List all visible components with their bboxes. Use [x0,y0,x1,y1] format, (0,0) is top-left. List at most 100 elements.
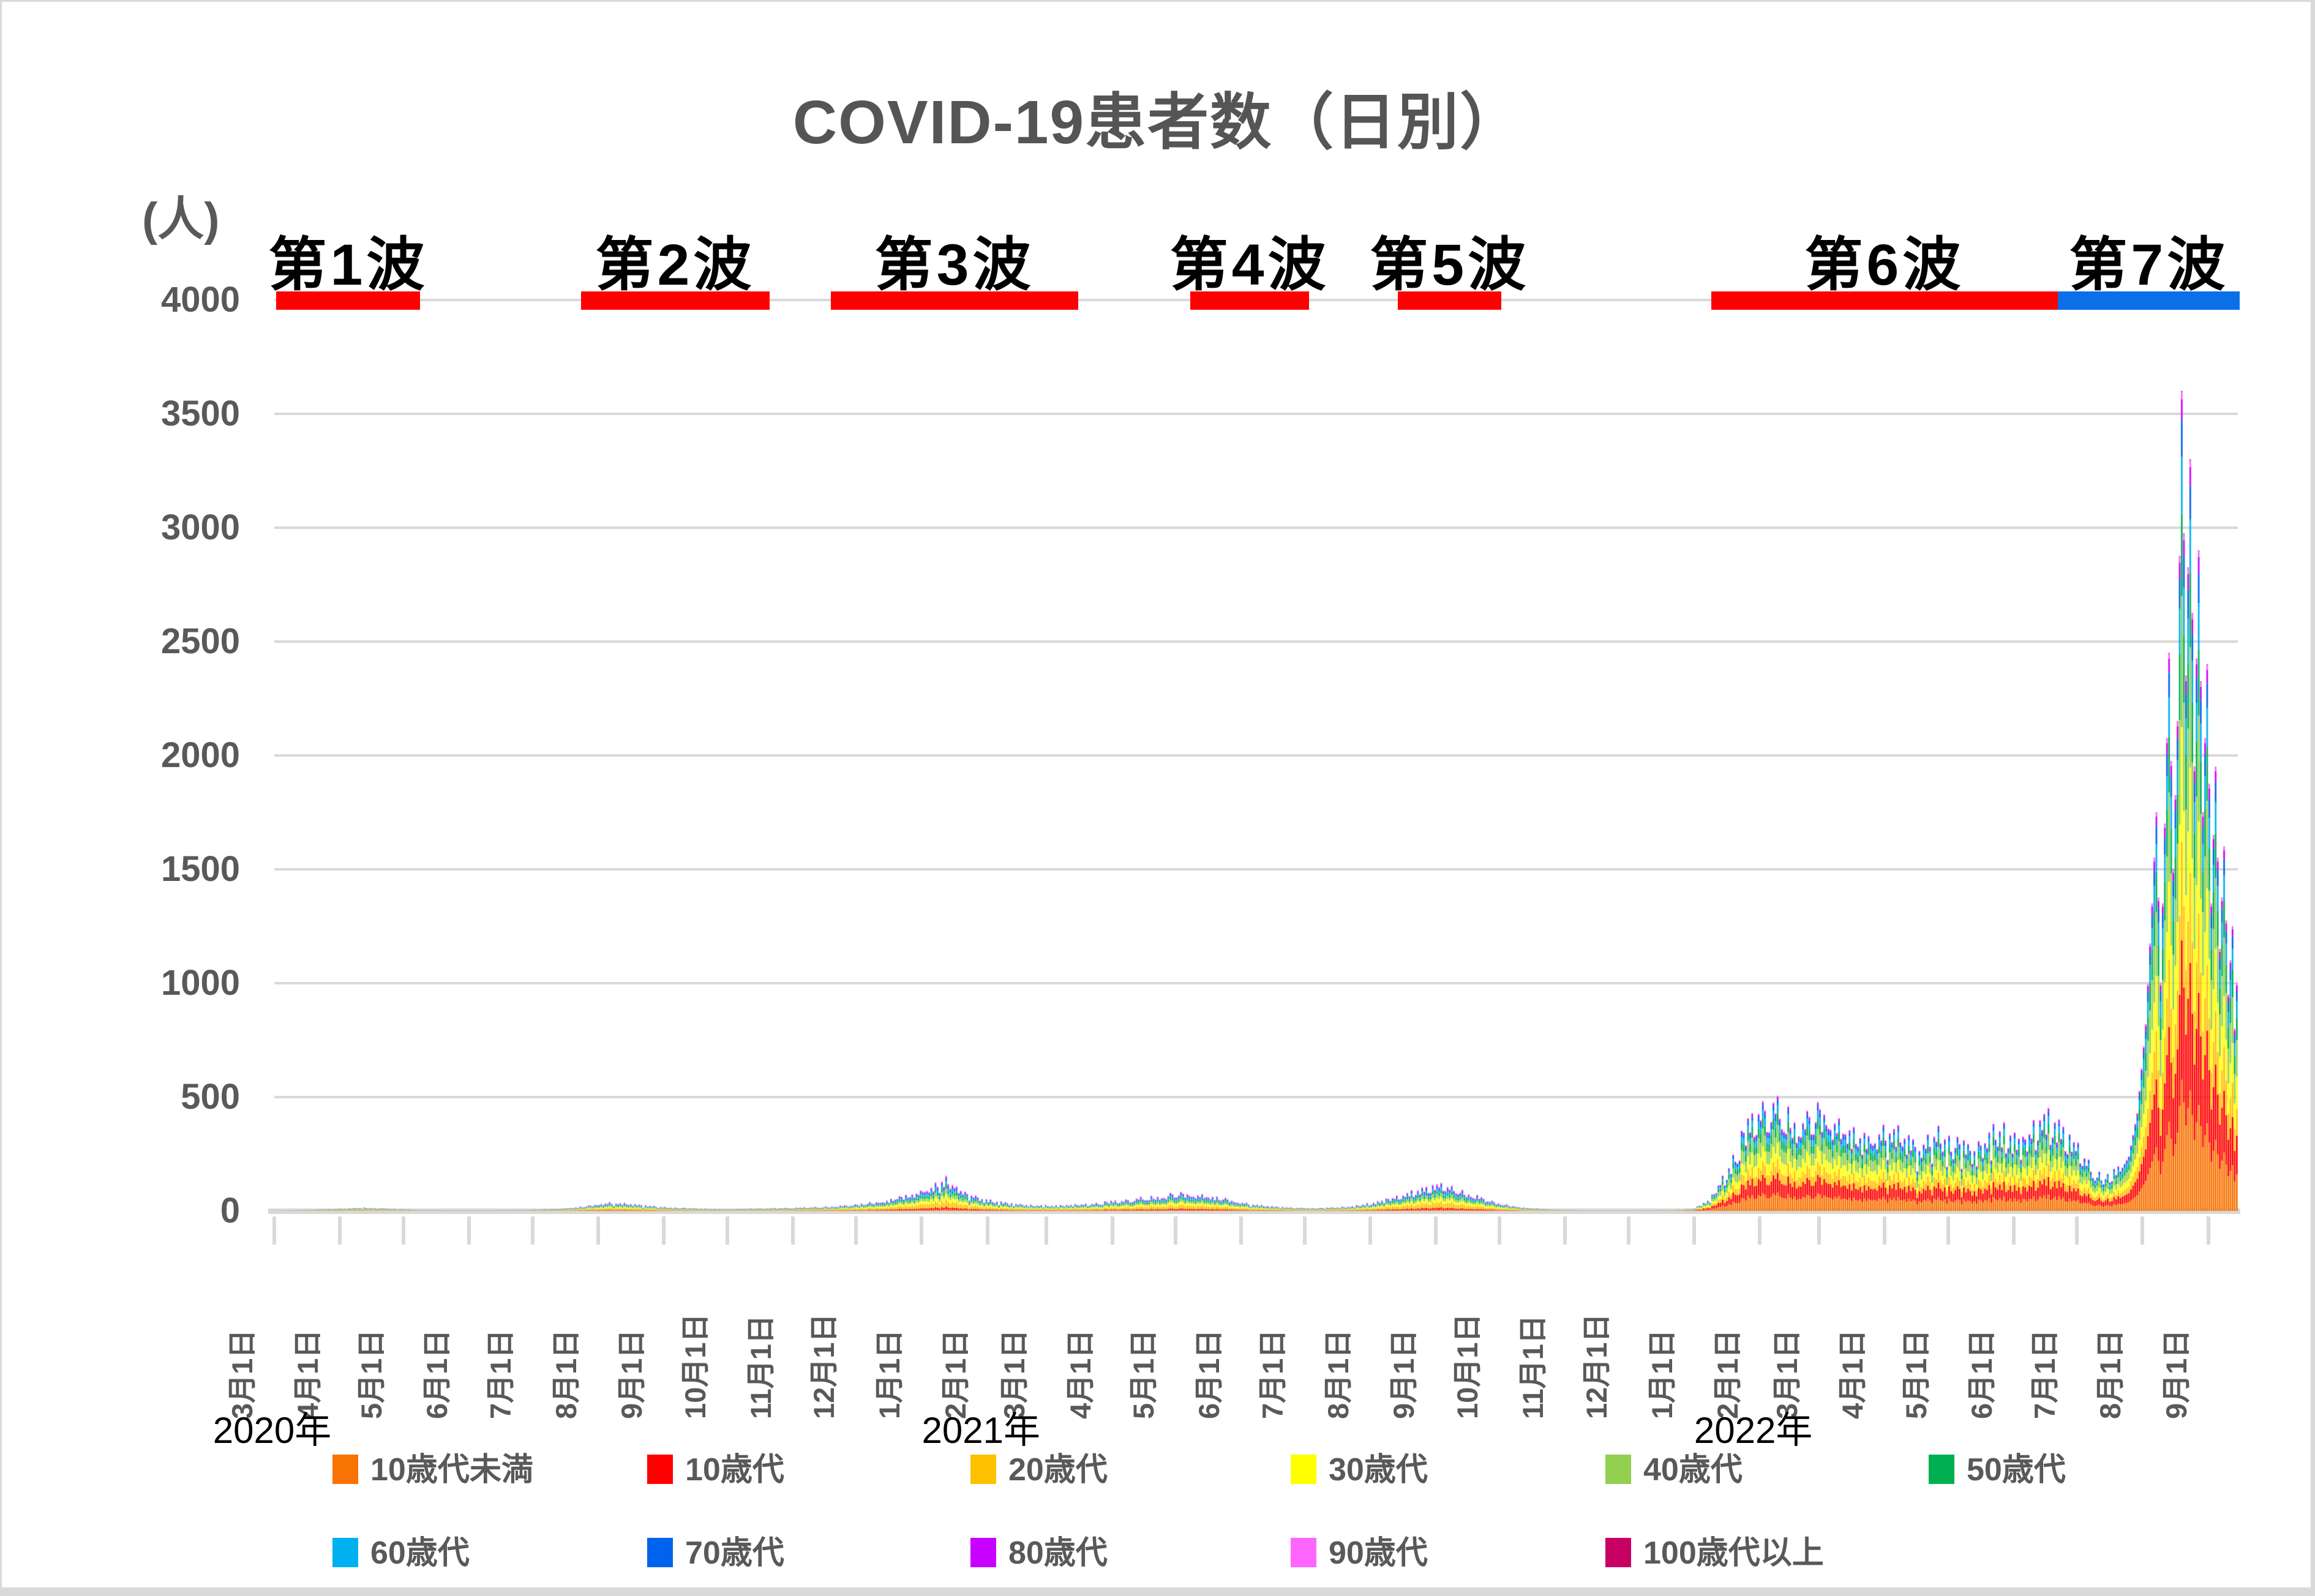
x-tick-label-2: 5月1日 [355,1329,388,1419]
x-tick-23 [1757,1216,1762,1245]
x-tick-14 [1174,1216,1178,1245]
legend-label: 70歳代 [685,1535,784,1571]
x-tick-16 [1302,1216,1307,1245]
x-tick-27 [2011,1216,2016,1245]
x-tick-10 [920,1216,924,1245]
x-tick-label-12: 3月1日 [998,1329,1031,1419]
x-tick-label-13: 4月1日 [1064,1329,1097,1419]
y-tick-label-3000: 3000 [160,508,240,547]
wave-label-2: 第2波 [595,233,756,298]
wave-label-1: 第1波 [268,233,429,298]
wave-label-3: 第3波 [874,233,1035,298]
frame-left [0,0,2,1596]
x-tick-label-17: 8月1日 [1322,1329,1355,1419]
x-tick-2 [401,1216,405,1245]
x-tick-21 [1626,1216,1630,1245]
x-tick-label-9: 12月1日 [808,1313,841,1419]
y-tick-label-1000: 1000 [160,963,240,1003]
legend-label: 40歳代 [1643,1452,1743,1488]
frame-top [0,0,2315,2]
x-tick-25 [1882,1216,1886,1245]
year-label-0: 2020年 [212,1410,332,1451]
x-tick-9 [854,1216,858,1245]
legend-label: 100歳代以上 [1643,1535,1824,1571]
legend-label: 60歳代 [370,1535,470,1571]
legend-swatch-100歳代以上 [1605,1538,1631,1567]
legend-swatch-90歳代 [1291,1538,1316,1567]
x-tick-label-21: 12月1日 [1580,1313,1613,1419]
x-tick-29 [2141,1216,2145,1245]
x-tick-26 [1946,1216,1950,1245]
x-tick-label-20: 11月1日 [1517,1315,1550,1419]
x-tick-5 [596,1216,600,1245]
x-tick-7 [725,1216,729,1245]
legend-label: 90歳代 [1329,1535,1428,1571]
x-tick-label-4: 7月1日 [484,1329,517,1419]
x-tick-label-3: 6月1日 [420,1329,453,1419]
x-tick-label-24: 3月1日 [1770,1329,1803,1419]
y-tick-label-2500: 2500 [160,621,240,661]
x-tick-19 [1497,1216,1501,1245]
x-tick-22 [1692,1216,1696,1245]
x-tick-3 [467,1216,471,1245]
x-tick-label-16: 7月1日 [1256,1329,1289,1419]
x-tick-label-27: 6月1日 [1965,1329,1998,1419]
x-tick-label-22: 1月1日 [1645,1329,1678,1419]
x-tick-15 [1239,1216,1244,1245]
legend-swatch-10歳代未満 [332,1455,358,1484]
x-tick-24 [1817,1216,1821,1245]
legend-swatch-10歳代 [647,1455,673,1484]
x-tick-label-11: 2月1日 [939,1329,972,1419]
legend-swatch-20歳代 [970,1455,996,1484]
x-tick-label-1: 4月1日 [291,1329,325,1419]
legend-label: 10歳代 [685,1452,784,1488]
legend-label: 20歳代 [1008,1452,1108,1488]
x-tick-label-23: 2月1日 [1711,1329,1744,1419]
y-tick-label-3500: 3500 [160,394,240,433]
x-tick-label-14: 5月1日 [1127,1329,1160,1419]
legend-label: 10歳代未満 [370,1452,533,1488]
wave-label-7: 第7波 [2069,233,2229,298]
legend-swatch-30歳代 [1291,1455,1316,1484]
x-tick-label-18: 9月1日 [1387,1329,1420,1419]
x-tick-label-19: 10月1日 [1450,1313,1484,1419]
x-tick-label-30: 9月1日 [2159,1329,2193,1419]
year-label-2: 2022年 [1694,1410,1813,1451]
x-tick-label-0: 3月1日 [226,1329,258,1419]
x-tick-30 [2206,1216,2210,1245]
x-tick-20 [1563,1216,1567,1245]
legend-swatch-80歳代 [970,1538,996,1567]
x-tick-label-5: 8月1日 [549,1329,582,1419]
wave-label-6: 第6波 [1804,233,1965,298]
legend-swatch-40歳代 [1605,1455,1631,1484]
x-tick-17 [1368,1216,1373,1245]
x-tick-11 [985,1216,989,1245]
x-tick-label-26: 5月1日 [1899,1329,1932,1419]
y-axis-unit-label: (人) [142,193,220,245]
wave-label-4: 第4波 [1169,233,1330,298]
frame-right [2311,0,2315,1596]
legend-swatch-60歳代 [332,1538,358,1567]
legend-label: 30歳代 [1329,1452,1428,1488]
legend-label: 80歳代 [1008,1535,1108,1571]
x-tick-12 [1045,1216,1049,1245]
x-tick-label-28: 7月1日 [2028,1329,2062,1419]
x-tick-label-7: 10月1日 [678,1313,711,1419]
x-tick-6 [661,1216,666,1245]
y-tick-label-500: 500 [181,1077,240,1117]
year-label-1: 2021年 [921,1410,1040,1451]
legend-swatch-70歳代 [647,1538,673,1567]
x-tick-8 [790,1216,795,1245]
stacked-daily-bars-canvas [274,300,2238,1212]
x-tick-label-10: 1月1日 [873,1329,906,1419]
x-tick-1 [338,1216,342,1245]
x-tick-13 [1110,1216,1114,1245]
y-tick-label-2000: 2000 [160,735,240,775]
x-tick-label-29: 8月1日 [2094,1329,2127,1419]
chart-title: COVID-19患者数（日別） [792,88,1523,157]
x-tick-18 [1434,1216,1438,1245]
y-tick-label-1500: 1500 [160,849,240,889]
legend-swatch-50歳代 [1929,1455,1954,1484]
x-tick-4 [530,1216,535,1245]
